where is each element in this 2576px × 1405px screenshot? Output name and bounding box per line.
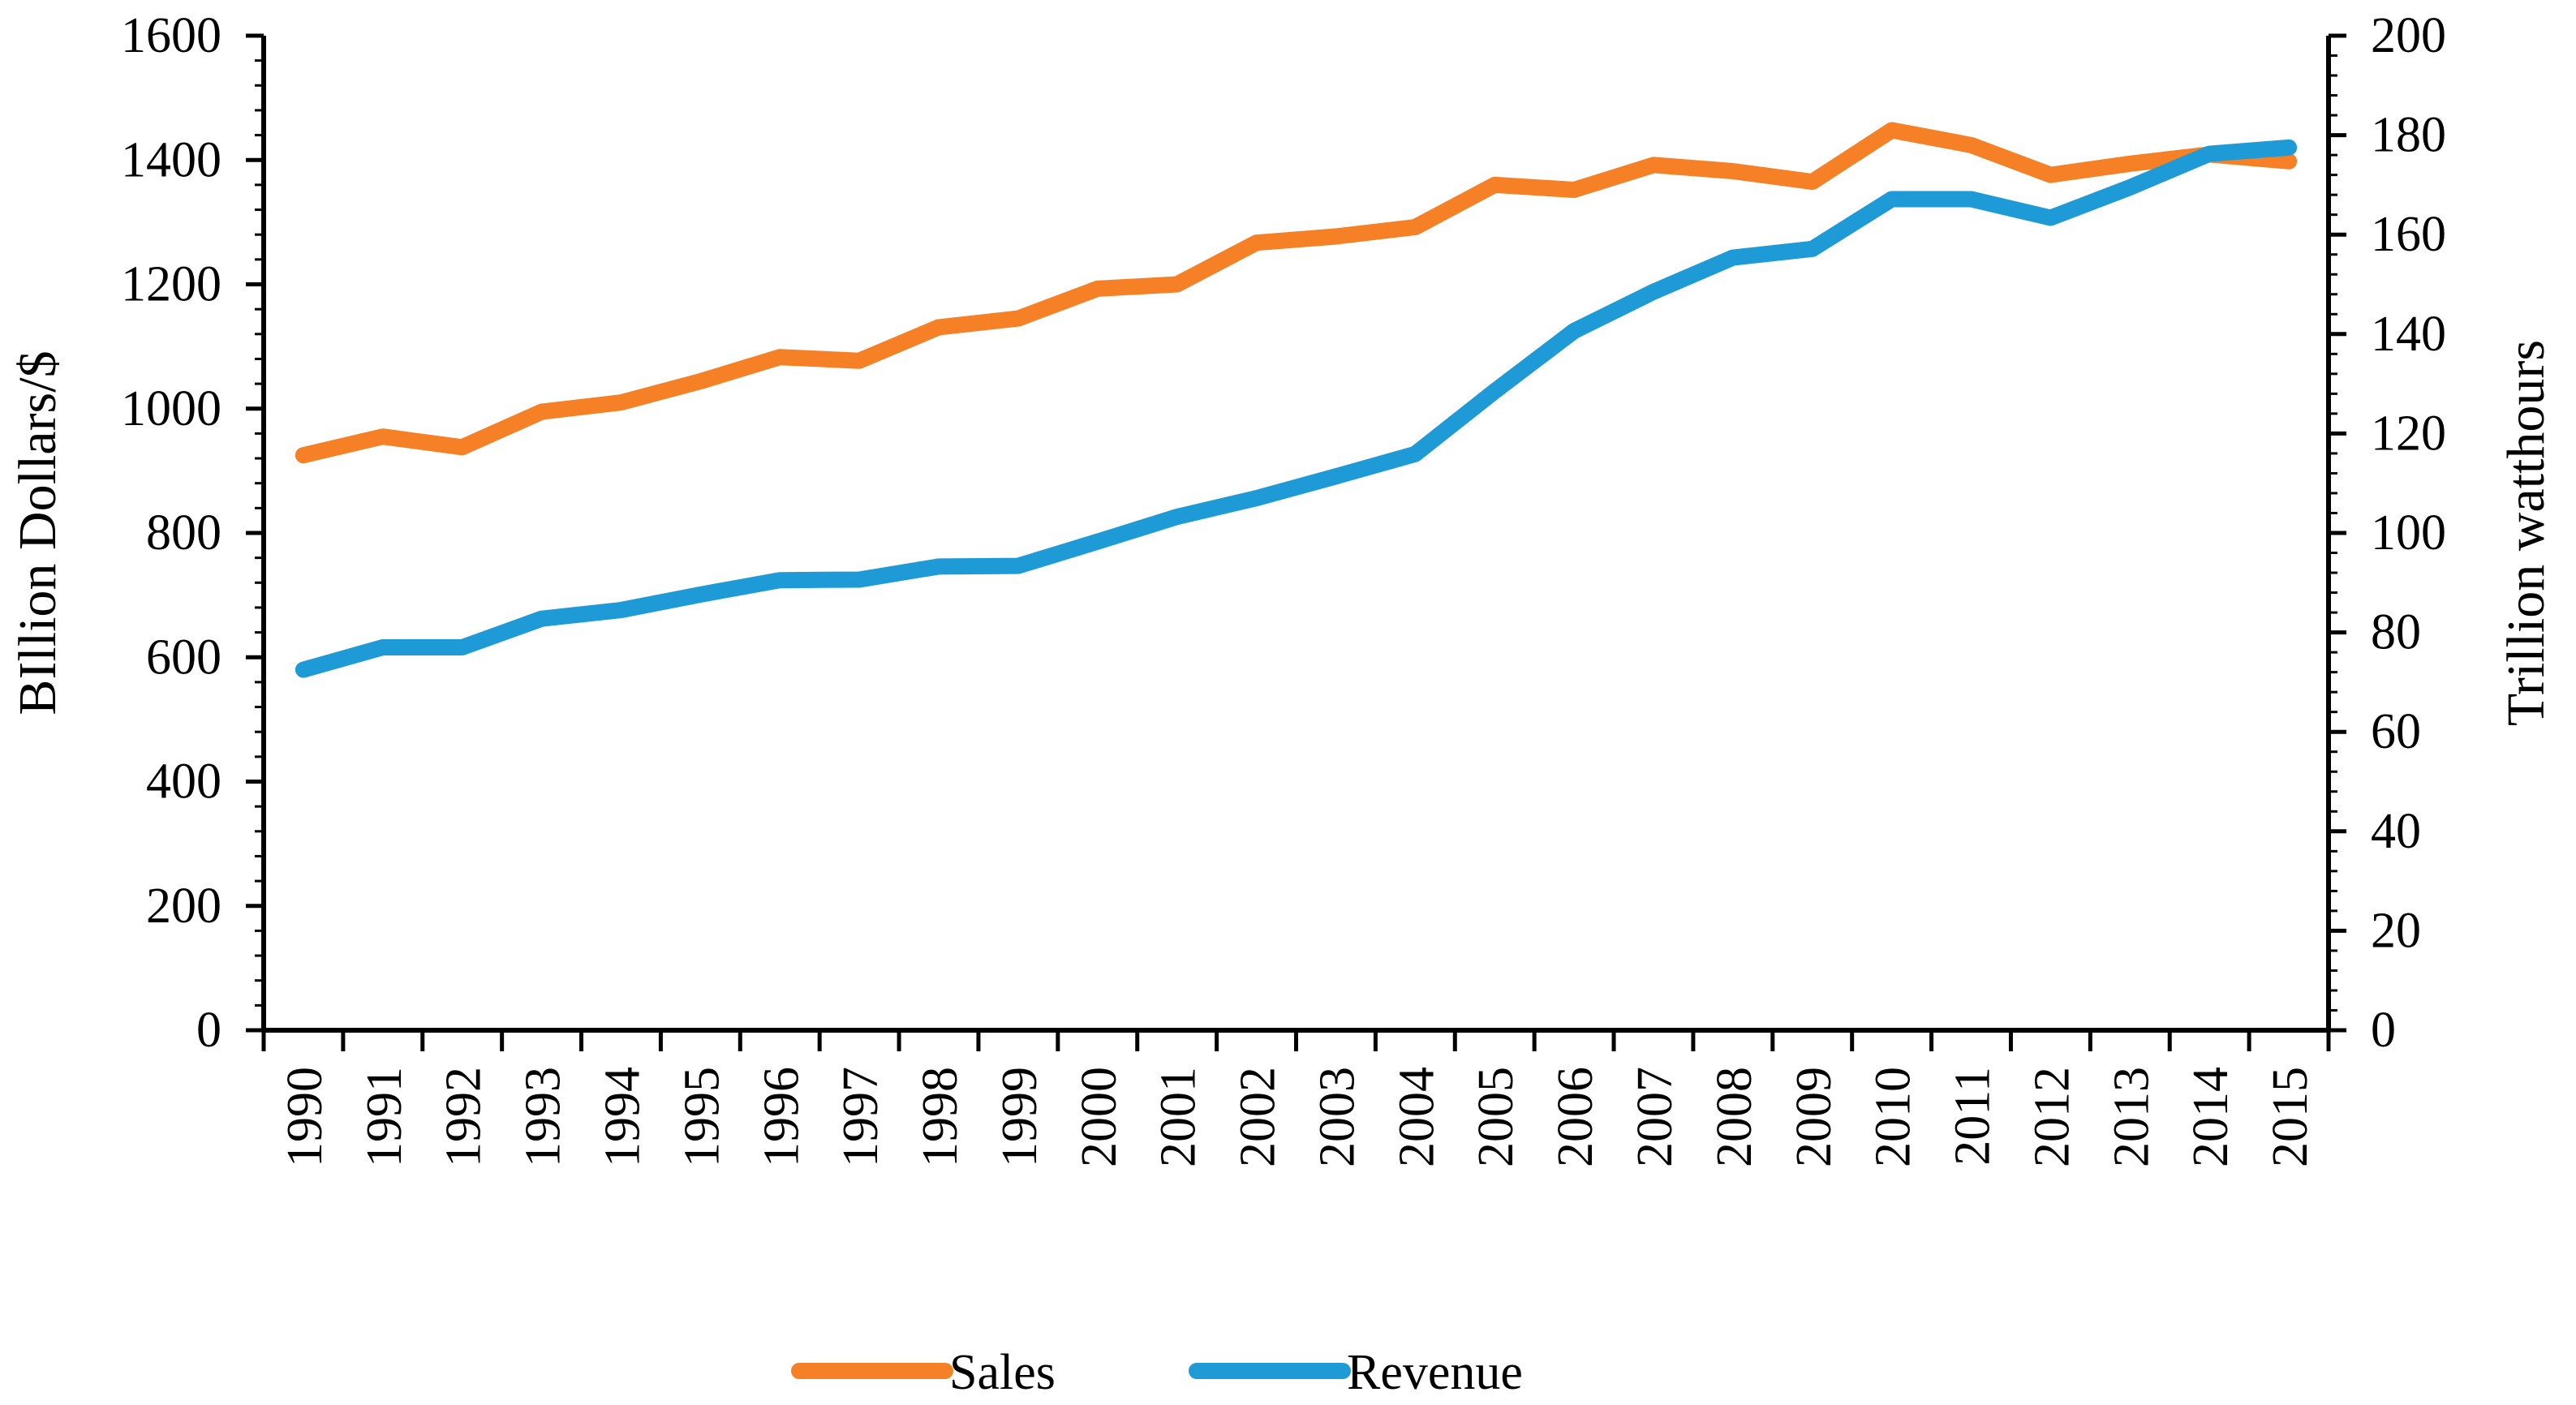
right-y-tick-label: 200 — [2371, 8, 2446, 63]
x-tick-label: 2001 — [1151, 1067, 1206, 1167]
right-y-tick-label: 80 — [2371, 605, 2421, 660]
left-y-tick-label: 400 — [146, 754, 221, 810]
left-y-tick-label: 1400 — [121, 132, 221, 187]
x-tick-label: 1992 — [437, 1067, 492, 1167]
series-line-sales — [295, 122, 2298, 464]
x-tick-label: 1999 — [992, 1067, 1047, 1167]
x-tick-label: 1997 — [833, 1067, 888, 1167]
x-tick-label: 1990 — [277, 1067, 333, 1167]
x-tick-label: 2011 — [1946, 1067, 2001, 1166]
right-y-tick-label: 180 — [2371, 108, 2446, 163]
right-y-tick-label: 120 — [2371, 406, 2446, 461]
x-tick-label: 2015 — [2263, 1067, 2318, 1167]
right-y-tick-label: 40 — [2371, 804, 2421, 859]
right-y-tick-label: 20 — [2371, 903, 2421, 958]
x-tick-label: 2010 — [1866, 1067, 1921, 1167]
left-y-tick-label: 600 — [146, 629, 221, 685]
right-y-tick-label: 100 — [2371, 505, 2446, 561]
left-y-tick-label: 0 — [196, 1003, 221, 1058]
x-tick-label: 2005 — [1469, 1067, 1524, 1167]
x-tick-label: 2007 — [1628, 1067, 1683, 1167]
x-tick-label: 2002 — [1231, 1067, 1286, 1167]
right-y-tick-label: 60 — [2371, 704, 2421, 759]
x-tick-label: 1998 — [913, 1067, 968, 1167]
x-tick-label: 1994 — [595, 1067, 650, 1167]
right-y-tick-label: 160 — [2371, 207, 2446, 262]
left-y-tick-label: 1600 — [121, 8, 221, 63]
x-tick-label: 2013 — [2104, 1067, 2159, 1167]
x-tick-label: 1991 — [357, 1067, 412, 1167]
x-tick-label: 2006 — [1548, 1067, 1603, 1167]
x-tick-label: 2003 — [1310, 1067, 1365, 1167]
left-y-axis-title: BIllion Dollars/$ — [8, 350, 67, 715]
right-y-tick-label: 140 — [2371, 307, 2446, 362]
x-tick-label: 2012 — [2024, 1067, 2079, 1167]
x-tick-label: 2004 — [1389, 1067, 1444, 1167]
x-tick-label: 2014 — [2183, 1067, 2238, 1167]
legend-label-sales: Sales — [949, 1345, 1056, 1400]
x-tick-label: 1993 — [516, 1067, 571, 1167]
x-tick-label: 2000 — [1072, 1067, 1127, 1167]
x-tick-label: 2008 — [1707, 1067, 1762, 1167]
x-tick-label: 1995 — [674, 1067, 729, 1167]
legend-label-revenue: Revenue — [1347, 1345, 1523, 1400]
x-tick-label: 1996 — [754, 1067, 809, 1167]
left-y-tick-label: 800 — [146, 505, 221, 561]
right-y-axis-title: Trillion watthours — [2496, 340, 2556, 726]
x-tick-label: 2009 — [1787, 1067, 1842, 1167]
left-y-tick-label: 1000 — [121, 381, 221, 436]
series-line-revenue — [295, 139, 2298, 678]
left-y-tick-label: 1200 — [121, 257, 221, 312]
right-y-tick-label: 0 — [2371, 1003, 2396, 1058]
left-y-tick-label: 200 — [146, 879, 221, 934]
